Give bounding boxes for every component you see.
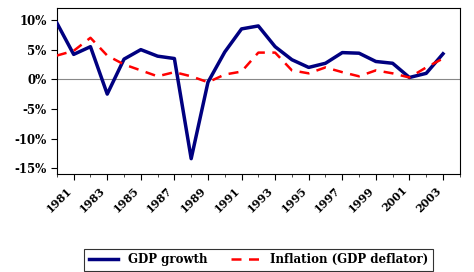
GDP growth <box>155 54 160 58</box>
Inflation (GDP deflator) <box>71 49 76 52</box>
Inflation (GDP deflator) <box>205 81 211 84</box>
Inflation (GDP deflator) <box>356 75 362 78</box>
Inflation (GDP deflator) <box>188 75 194 78</box>
Inflation (GDP deflator) <box>104 54 110 57</box>
GDP growth <box>323 62 328 65</box>
Inflation (GDP deflator) <box>138 69 144 72</box>
Inflation (GDP deflator) <box>407 76 412 79</box>
GDP growth <box>138 48 144 51</box>
GDP growth <box>222 50 228 54</box>
GDP growth <box>339 51 345 54</box>
Inflation (GDP deflator) <box>222 73 228 76</box>
Inflation (GDP deflator) <box>339 70 345 74</box>
Inflation (GDP deflator) <box>172 70 177 74</box>
Inflation (GDP deflator) <box>423 66 429 69</box>
GDP growth <box>71 53 76 56</box>
Inflation (GDP deflator) <box>272 51 278 54</box>
Inflation (GDP deflator) <box>121 63 127 66</box>
Inflation (GDP deflator) <box>323 66 328 69</box>
Inflation (GDP deflator) <box>440 57 446 60</box>
GDP growth <box>121 57 127 61</box>
Inflation (GDP deflator) <box>88 36 93 39</box>
GDP growth <box>255 24 261 27</box>
GDP growth <box>423 72 429 75</box>
Inflation (GDP deflator) <box>54 54 60 57</box>
GDP growth <box>306 66 311 69</box>
Inflation (GDP deflator) <box>255 51 261 54</box>
Legend: GDP growth, Inflation (GDP deflator): GDP growth, Inflation (GDP deflator) <box>84 249 433 271</box>
Inflation (GDP deflator) <box>390 72 395 75</box>
GDP growth <box>289 58 295 61</box>
GDP growth <box>440 52 446 55</box>
Inflation (GDP deflator) <box>373 69 379 72</box>
GDP growth <box>239 27 245 30</box>
GDP growth <box>54 21 60 24</box>
GDP growth <box>188 157 194 160</box>
Inflation (GDP deflator) <box>155 75 160 78</box>
Line: GDP growth: GDP growth <box>57 23 443 159</box>
GDP growth <box>172 57 177 60</box>
Inflation (GDP deflator) <box>239 70 245 73</box>
Inflation (GDP deflator) <box>306 72 311 75</box>
GDP growth <box>272 45 278 48</box>
Line: Inflation (GDP deflator): Inflation (GDP deflator) <box>57 38 443 82</box>
GDP growth <box>356 52 362 55</box>
GDP growth <box>390 62 395 65</box>
GDP growth <box>373 60 379 63</box>
GDP growth <box>407 76 412 79</box>
GDP growth <box>88 45 93 48</box>
Inflation (GDP deflator) <box>289 69 295 72</box>
GDP growth <box>205 81 211 84</box>
GDP growth <box>104 92 110 96</box>
